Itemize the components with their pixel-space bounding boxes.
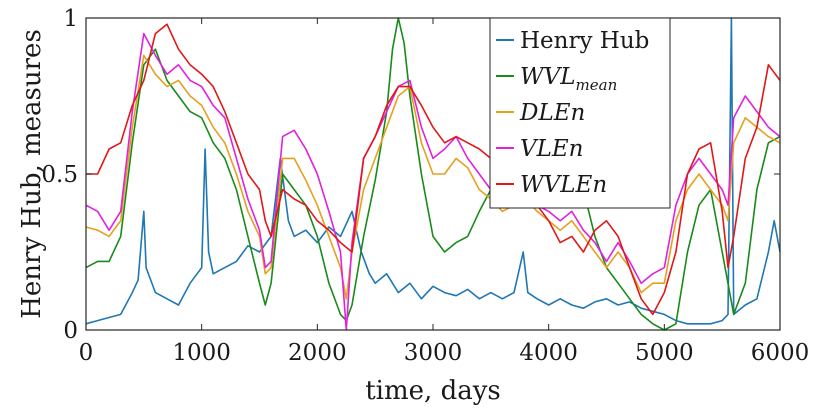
legend-label-1: WVLmean	[520, 64, 617, 94]
series-line-1	[85, 17, 781, 331]
x-tick-label-5: 5000	[635, 340, 694, 366]
y-tick-label-2: 1	[63, 6, 78, 32]
x-tick-label-1: 1000	[172, 340, 231, 366]
y-tick-label-1: 0.5	[41, 162, 78, 188]
y-tick-label-0: 0	[63, 318, 78, 344]
legend-label-4: WVLEn	[520, 172, 607, 198]
x-tick-label-0: 0	[79, 340, 94, 366]
y-axis-label: Henry Hub, measures	[17, 29, 47, 319]
x-tick-label-2: 2000	[288, 340, 347, 366]
x-tick-label-4: 4000	[519, 340, 578, 366]
series-line-0	[85, 17, 781, 325]
legend: Henry Hub WVLmean DLEn VLEn WVLEn	[489, 17, 671, 209]
legend-box	[489, 17, 671, 209]
series-line-3	[85, 32, 781, 331]
x-axis-label: time, days	[365, 376, 501, 406]
axis-ticks: 0 1000 2000 3000 4000 5000 6000 0 0.5 1	[41, 6, 809, 366]
x-tick-label-6: 6000	[751, 340, 810, 366]
x-tick-label-3: 3000	[404, 340, 463, 366]
series-line-2	[85, 54, 781, 300]
legend-label-2: DLEn	[519, 100, 585, 126]
series-line-4	[86, 23, 781, 316]
plot-area	[85, 17, 781, 331]
legend-label-0: Henry Hub	[520, 28, 649, 54]
legend-label-3: VLEn	[520, 136, 584, 162]
